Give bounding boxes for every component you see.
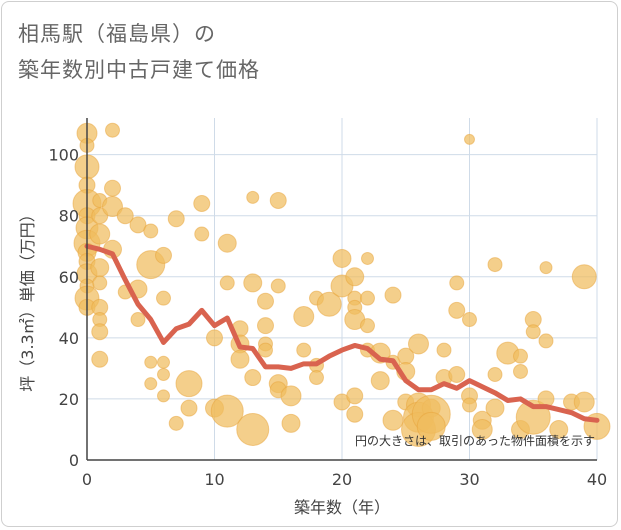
x-tick-label: 20 [332,470,352,489]
data-bubble [102,196,123,218]
data-bubble [449,275,465,291]
chart-title: 相馬駅（福島県）の 築年数別中古戸建て価格 [18,16,260,88]
chart-title-line2: 築年数別中古戸建て価格 [18,58,260,82]
data-bubble [175,370,203,398]
data-bubble [487,367,503,382]
data-bubble [90,258,110,278]
data-bubble [104,179,121,197]
data-bubble [346,405,364,423]
data-bubble [436,342,452,358]
data-bubble [332,248,352,268]
data-bubble [408,333,429,355]
data-bubble [345,267,365,287]
data-bubble [168,415,184,431]
data-bubble [155,246,172,264]
data-bubble [210,394,244,428]
data-bubble [269,191,287,209]
data-bubble [243,273,263,293]
data-bubble [143,223,159,239]
data-bubble [105,122,120,138]
x-tick-label: 40 [587,470,607,489]
data-bubble [370,371,390,391]
data-bubble [193,195,211,212]
data-bubble [538,333,554,349]
data-bubble [487,257,503,273]
x-tick-label: 30 [459,470,479,489]
data-bubble [513,363,528,379]
chart-title-line1: 相馬駅（福島県）の [18,22,216,46]
data-bubble [244,369,262,387]
size-annotation: 円の大きさは、取引のあった物件面積を示す [355,433,595,448]
data-bubble [346,387,364,405]
data-bubble [157,368,170,381]
data-bubble [361,251,374,265]
data-bubble [281,413,301,433]
data-bubble [257,292,274,310]
data-bubble [257,317,274,335]
data-bubble [236,412,270,446]
data-bubble [219,275,235,291]
x-tick-label: 0 [82,470,92,489]
data-bubble [293,305,315,327]
data-bubble [194,226,210,242]
bubble-layer [72,122,611,447]
y-tick-label: 40 [59,329,79,348]
x-tick-label: 10 [204,470,224,489]
data-bubble [464,133,475,145]
data-bubble [157,355,170,369]
data-bubble [549,419,569,439]
data-bubble [230,349,250,369]
axes: 0 10 20 30 40 0 20 40 60 80 100 [48,118,607,489]
data-bubble [116,207,134,225]
data-bubble [384,286,402,304]
data-bubble [129,216,147,234]
y-tick-label: 20 [59,390,79,409]
data-bubble [91,350,109,368]
data-bubble [382,409,404,431]
data-bubble [258,342,273,358]
data-bubble [485,398,505,418]
data-bubble [206,329,223,347]
data-bubble [156,290,171,306]
data-bubble [471,418,493,440]
data-bubble [280,385,302,407]
data-bubble [309,370,324,386]
data-bubble [360,318,375,334]
y-tick-label: 0 [69,451,79,470]
y-axis-title: 坪（3.3㎡）単価（万円） [18,206,37,391]
data-bubble [246,190,260,204]
data-bubble [539,261,553,275]
data-bubble [513,348,528,364]
data-bubble [573,391,595,413]
data-bubble [130,312,146,328]
data-bubble [217,233,237,253]
y-tick-label: 100 [48,146,79,165]
trend-line [84,243,600,423]
data-bubble [571,264,597,290]
data-bubble [270,278,286,294]
data-bubble [92,275,108,291]
data-bubble [448,301,466,319]
data-bubble [360,290,375,306]
data-bubble [462,312,477,328]
y-tick-label: 60 [59,268,79,287]
data-bubble [462,397,477,413]
data-bubble [180,399,198,417]
data-bubble [144,377,158,391]
data-bubble [296,342,312,358]
data-bubble [144,355,158,369]
data-bubble [416,411,446,441]
data-bubble [91,323,109,341]
data-bubble [167,210,185,228]
data-bubble [89,223,111,245]
data-bubble [316,291,342,317]
data-bubble [525,324,541,340]
x-axis-title: 築年数（年） [294,498,390,517]
data-bubble [157,389,170,403]
y-tick-label: 80 [59,207,79,226]
data-bubble [448,366,466,383]
